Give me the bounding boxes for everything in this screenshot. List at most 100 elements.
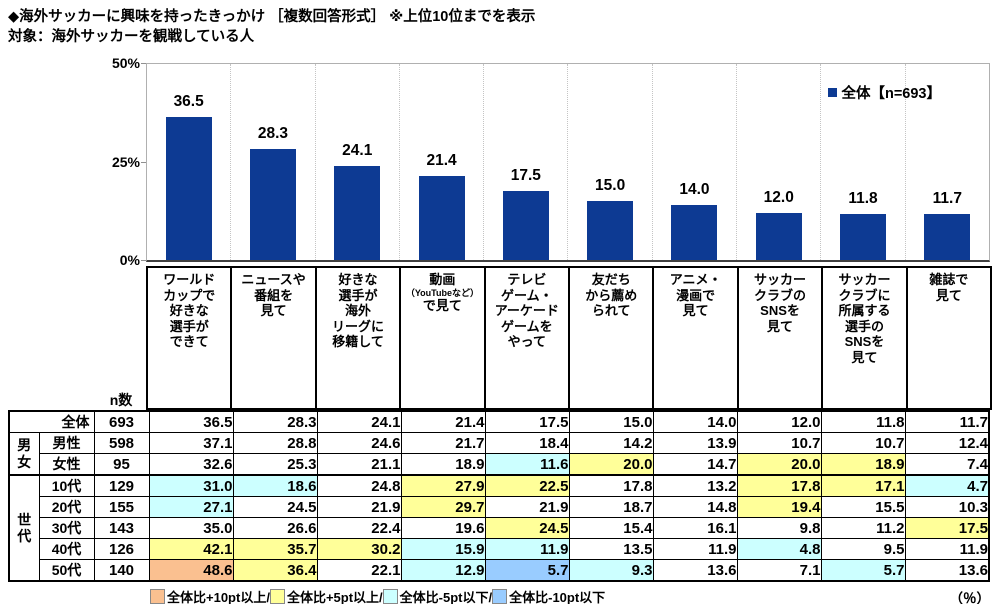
table-value-cell: 21.7 [400, 432, 486, 454]
bar-value-label: 36.5 [173, 92, 204, 110]
table-value-cell: 36.4 [232, 559, 318, 582]
row-label: 50代 [38, 559, 95, 582]
table-value-cell: 30.2 [316, 538, 402, 560]
category-label-line: リーグに [332, 318, 385, 334]
row-label: 30代 [38, 517, 95, 539]
table-value-cell: 18.6 [232, 474, 318, 497]
category-label-line: サッカー [838, 272, 891, 287]
bar-slot: 11.8 [820, 64, 904, 260]
category-header-cell: サッカー クラブに 所属する 選手の SNSを 見て [821, 268, 905, 408]
category-header-cell: テレビ ゲーム・ アーケード ゲームを やって [483, 268, 568, 408]
category-label-line: 所属する [838, 303, 891, 319]
bar [671, 205, 718, 260]
table-row: 50代 140 48.6 36.4 22.1 12.9 5.7 9.3 13.6 7.1 5.7 13… [9, 559, 990, 582]
table-value-cell: 11.6 [484, 453, 570, 476]
row-label: 20代 [38, 496, 95, 518]
bar-chart-plot-area: 36.5 28.3 24.1 21.4 17.5 15.0 14.0 12.0 11.8 11.7… [141, 63, 990, 262]
table-value-cell: 48.6 [148, 559, 234, 582]
category-label-line: やって [507, 334, 546, 350]
category-label-line: （YouTubeなど） [405, 287, 479, 298]
y-axis-tick-25: 25% [111, 154, 140, 170]
bar-slot: 28.3 [230, 64, 314, 260]
category-label-line: 漫画で [676, 287, 716, 303]
row-label: 10代 [38, 474, 95, 497]
category-label-line: 友だち [591, 272, 631, 287]
category-label-line: 移籍して [332, 334, 384, 350]
table-value-cell: 17.5 [484, 410, 570, 433]
highlight-legend-label: 全体比+10pt以上/ [167, 590, 270, 604]
category-label-line: 選手が [338, 287, 378, 303]
table-value-cell: 11.9 [652, 538, 738, 560]
table-value-cell: 14.2 [568, 432, 654, 454]
bar-value-label: 28.3 [257, 125, 289, 143]
table-value-cell: 11.2 [820, 517, 906, 539]
table-value-cell: 29.7 [400, 496, 486, 518]
bar [924, 214, 971, 260]
category-label-line: 動画 [429, 272, 456, 287]
table-value-cell: 21.9 [316, 496, 402, 518]
page-title: ◆海外サッカーに興味を持ったきっかけ ［複数回答形式］ ※上位10位までを表示 [8, 9, 536, 25]
category-label-line: SNSを [760, 303, 800, 319]
table-value-cell: 15.9 [400, 538, 486, 560]
category-label-line: から薦め [585, 287, 638, 303]
category-label-line: 雑誌で [929, 272, 969, 287]
table-value-cell: 14.7 [652, 453, 738, 476]
bar-slot: 14.0 [651, 64, 736, 260]
table-value-cell: 20.0 [736, 453, 822, 476]
table-value-cell: 15.5 [820, 496, 906, 518]
category-header-cell: サッカー クラブの SNSを 見て [736, 268, 821, 408]
row-n-value: 155 [93, 496, 150, 518]
category-header-cell: 雑誌で 見て [905, 268, 990, 408]
category-header-row: ワールド カップで 好きな 選手が できて ニュースや 番組を 見て 好きな 選手が 海外 リーグに移… [146, 266, 992, 410]
table-row: 全体 693 36.5 28.3 24.1 21.4 17.5 15.0 14.0 12.0 11.… [8, 410, 990, 433]
y-axis-tick-50: 50% [111, 55, 140, 71]
table-value-cell: 13.2 [652, 474, 738, 497]
highlight-legend-item: 全体比-5pt以下/ [382, 587, 492, 604]
chart-legend: 全体【n=693】 [828, 82, 941, 103]
category-header-cell: ニュースや 番組を 見て [230, 268, 314, 408]
table-value-cell: 17.8 [736, 474, 822, 497]
highlight-swatch-icon [150, 589, 165, 604]
category-label-line: クラブの [754, 287, 807, 303]
table-value-cell: 35.0 [148, 517, 234, 539]
category-label-line: 見て [682, 303, 709, 319]
bar [165, 116, 212, 260]
table-value-cell: 24.1 [316, 410, 402, 433]
table-value-cell: 18.9 [400, 453, 486, 476]
category-label-line: カップで [163, 287, 216, 303]
table-value-cell: 21.9 [484, 496, 570, 518]
category-label-line: 好きな [338, 272, 378, 287]
table-value-cell: 35.7 [232, 538, 318, 560]
bar-slot: 12.0 [736, 64, 820, 260]
bar-value-label: 24.1 [342, 141, 373, 159]
highlight-legend-item: 全体比-10pt以下 [492, 587, 605, 604]
highlight-swatch-icon [492, 589, 508, 604]
category-label-line: ニュースや [241, 272, 306, 287]
bar-slot: 36.5 [147, 64, 230, 260]
table-value-cell: 24.5 [232, 496, 318, 518]
row-n-value: 598 [93, 432, 150, 454]
table-value-cell: 42.1 [148, 538, 234, 560]
table-value-cell: 11.7 [904, 410, 990, 433]
row-n-value: 143 [93, 517, 150, 539]
table-value-cell: 24.8 [316, 474, 402, 497]
row-label: 男性 [38, 432, 95, 454]
highlight-legend-label: 全体比-10pt以下 [509, 590, 606, 604]
bar-value-label: 21.4 [426, 152, 457, 170]
category-header-cell: 好きな 選手が 海外 リーグに 移籍して [314, 268, 399, 408]
bar-slot: 24.1 [314, 64, 399, 260]
bar-slot: 15.0 [567, 64, 651, 260]
bar [755, 213, 802, 260]
table-value-cell: 15.4 [568, 517, 654, 539]
table-value-cell: 25.3 [232, 453, 318, 476]
highlight-legend-label: 全体比+5pt以上/ [286, 590, 383, 604]
legend-marker-icon [828, 88, 838, 97]
category-label-line: られて [591, 303, 631, 319]
category-label-line: サッカー [754, 272, 807, 287]
table-value-cell: 18.9 [820, 453, 906, 476]
table-row: 男 女男性 598 37.1 28.8 24.6 21.7 18.4 14.2 13.9 10.7… [8, 432, 990, 476]
bar-value-label: 12.0 [763, 188, 794, 206]
table-value-cell: 15.0 [568, 410, 654, 433]
table-value-cell: 12.0 [736, 410, 822, 433]
